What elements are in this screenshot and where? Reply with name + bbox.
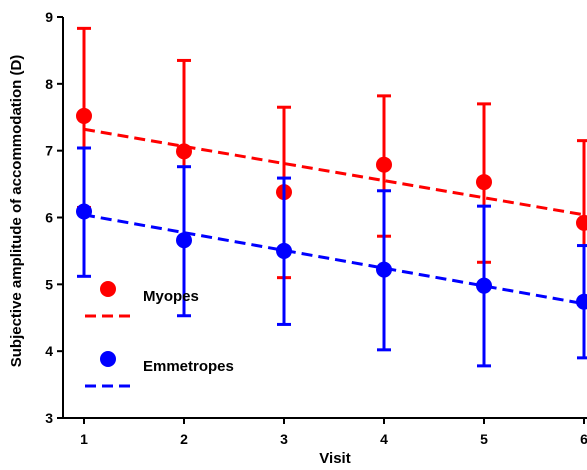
data-point-myopes xyxy=(76,107,92,124)
data-point-emmetropes xyxy=(376,261,392,278)
y-tick-label: 4 xyxy=(45,343,53,359)
y-axis-title: Subjective amplitude of accommodation (D… xyxy=(8,55,25,368)
x-axis-title: Visit xyxy=(319,450,350,467)
plot-area: 3 4 5 6 7 8 9 1 2 3 4 5 6 xyxy=(45,9,587,447)
x-tick-label: 4 xyxy=(380,431,388,447)
legend: Myopes Emmetropes xyxy=(85,281,234,388)
data-point-myopes xyxy=(576,214,587,231)
data-point-myopes xyxy=(476,174,492,191)
y-tick-label: 5 xyxy=(45,276,53,292)
y-tick-label: 9 xyxy=(45,9,53,25)
x-tick-label: 5 xyxy=(480,431,488,447)
y-tick-label: 6 xyxy=(45,210,53,226)
x-tick-label: 3 xyxy=(280,431,288,447)
x-tick-label: 6 xyxy=(580,431,587,447)
data-point-emmetropes xyxy=(76,203,92,220)
x-tick-label: 1 xyxy=(80,431,88,447)
y-tick-label: 7 xyxy=(45,143,53,159)
data-point-myopes xyxy=(376,156,392,173)
y-tick-label: 3 xyxy=(45,410,53,426)
trend-line-myopes xyxy=(83,127,585,217)
data-point-emmetropes xyxy=(476,277,492,294)
data-point-emmetropes xyxy=(276,242,292,259)
legend-marker-emmetropes xyxy=(100,351,116,367)
legend-marker-myopes xyxy=(100,281,116,297)
legend-label-myopes: Myopes xyxy=(143,288,199,305)
x-tick-label: 2 xyxy=(180,431,188,447)
data-point-myopes xyxy=(176,143,192,160)
legend-label-emmetropes: Emmetropes xyxy=(143,358,234,375)
data-point-emmetropes xyxy=(176,232,192,249)
data-point-emmetropes xyxy=(576,293,587,310)
y-tick-label: 8 xyxy=(45,76,53,92)
